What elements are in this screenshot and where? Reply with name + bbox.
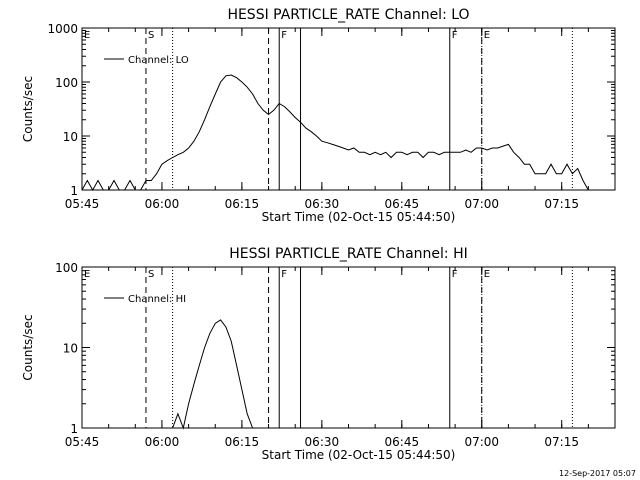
chart-title: HESSI PARTICLE_RATE Channel: LO (227, 7, 469, 23)
y-axis-label: Counts/sec (21, 76, 35, 142)
x-tick-label: 07:15 (544, 435, 579, 449)
x-tick-label: 06:15 (225, 197, 260, 211)
x-axis-label: Start Time (02-Oct-15 05:44:50) (262, 448, 456, 462)
x-tick-label: 06:45 (385, 435, 420, 449)
x-tick-label: 06:00 (145, 197, 180, 211)
y-tick-label: 10 (63, 130, 78, 144)
x-tick-label: 07:15 (544, 197, 579, 211)
x-tick-label: 06:30 (305, 435, 340, 449)
x-tick-label: 05:45 (65, 197, 100, 211)
x-tick-label: 06:00 (145, 435, 180, 449)
annotation-label: F (281, 269, 287, 280)
legend-label: Channel: HI (128, 294, 186, 305)
annotation-label: S (148, 269, 154, 280)
annotation-label: E (84, 30, 90, 41)
y-tick-label: 1 (70, 184, 78, 198)
annotation-label: E (484, 269, 490, 280)
annotation-label: F (281, 30, 287, 41)
x-tick-label: 06:30 (305, 197, 340, 211)
x-tick-label: 06:15 (225, 435, 260, 449)
x-tick-label: 06:45 (385, 197, 420, 211)
x-tick-label: 07:00 (464, 197, 499, 211)
plot-frame (81, 27, 616, 191)
series-line (81, 74, 589, 192)
y-tick-label: 100 (55, 261, 78, 275)
x-axis-label: Start Time (02-Oct-15 05:44:50) (262, 210, 456, 224)
footer-date: 12-Sep-2017 05:07 (559, 469, 636, 478)
y-tick-label: 1000 (47, 22, 78, 36)
x-tick-label: 07:00 (464, 435, 499, 449)
annotation-label: F (452, 30, 458, 41)
y-tick-label: 100 (55, 76, 78, 90)
annotation-label: F (452, 269, 458, 280)
annotation-label: S (148, 30, 154, 41)
legend-label: Channel: LO (128, 55, 189, 66)
annotation-label: E (484, 30, 490, 41)
y-axis-label: Counts/sec (21, 314, 35, 380)
series-line (172, 319, 254, 430)
y-tick-label: 10 (63, 342, 78, 356)
chart-title: HESSI PARTICLE_RATE Channel: HI (229, 246, 467, 262)
annotation-label: E (84, 269, 90, 280)
plot-frame (81, 266, 616, 429)
y-tick-label: 1 (70, 422, 78, 436)
x-tick-label: 05:45 (65, 435, 100, 449)
